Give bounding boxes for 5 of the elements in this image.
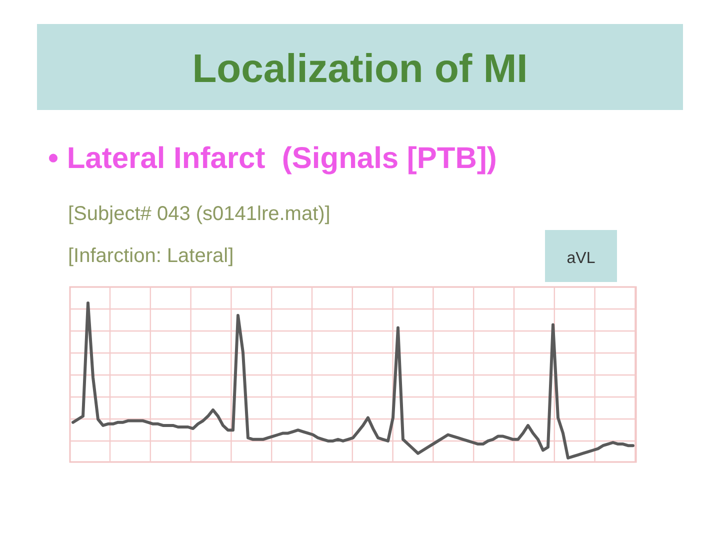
chart-subtitle: • Lateral Infarct (Signals [PTB]) [48,142,497,175]
text: [Infarction: Lateral] [68,245,234,267]
text: aVL [566,250,596,267]
chart-title: Localization of MI [192,47,528,91]
text: [Subject# 043 (s0141lre.mat)] [68,203,330,225]
